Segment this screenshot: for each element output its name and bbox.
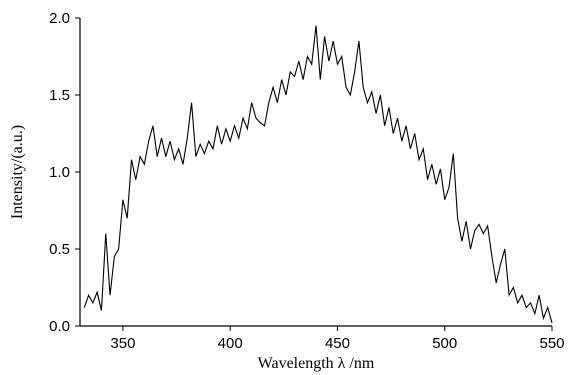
x-tick-label: 450: [325, 335, 350, 352]
y-tick-label: 0.0: [49, 318, 70, 335]
y-tick-label: 2.0: [49, 10, 70, 27]
x-tick-label: 350: [110, 335, 135, 352]
y-axis-label: Intensity/(a.u.): [9, 125, 26, 219]
x-tick-label: 500: [432, 335, 457, 352]
x-tick-label: 400: [218, 335, 243, 352]
x-axis-label: Wavelength λ /nm: [258, 355, 375, 372]
y-tick-label: 1.5: [49, 87, 70, 104]
x-tick-label: 550: [539, 335, 564, 352]
y-tick-label: 0.5: [49, 241, 70, 258]
y-tick-label: 1.0: [49, 164, 70, 181]
spectrum-line: [83, 25, 553, 324]
